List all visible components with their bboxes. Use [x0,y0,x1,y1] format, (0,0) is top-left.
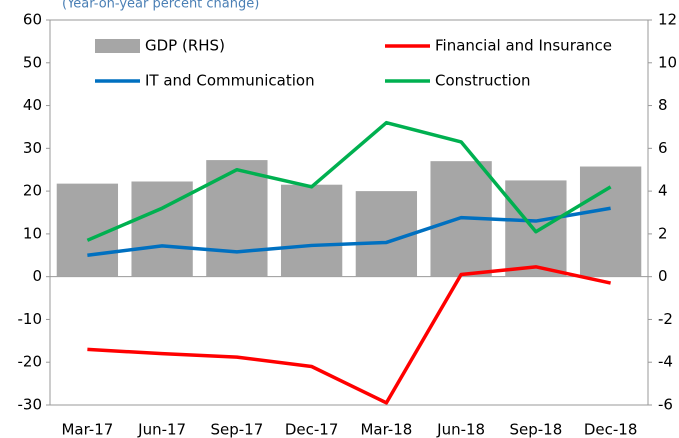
y-tick-label: -20 [18,353,43,371]
bar [579,166,642,277]
chart-subtitle: (Year-on-year percent change) [62,0,259,12]
y-tick-label: 0 [32,267,42,285]
x-tick-label: Sep-17 [210,421,263,438]
line [86,120,612,242]
y-tick-label: 50 [23,53,42,71]
y2-tick-label: 6 [658,139,668,157]
y2-tick-label: -2 [658,310,673,328]
y-tick-label: 10 [23,224,42,242]
legend-label: IT and Communication [145,72,315,90]
legend-label: GDP (RHS) [145,37,225,55]
legend-label: Construction [435,72,531,90]
y-tick-label: 40 [23,96,42,114]
x-tick-label: Dec-17 [285,421,339,438]
y2-tick-label: -4 [658,353,673,371]
line [87,265,611,405]
y-tick-label: 20 [23,182,42,200]
bar [505,180,567,277]
y2-tick-label: 12 [658,11,677,29]
y-tick-label: 30 [23,139,42,157]
x-tick-label: Jun-17 [137,421,186,438]
legend-label: Financial and Insurance [435,37,612,55]
y-tick-label: -10 [18,310,43,328]
x-tick-label: Sep-18 [509,421,562,438]
y2-tick-label: 8 [658,96,668,114]
x-tick-label: Mar-17 [61,421,113,438]
x-tick-label: Mar-18 [360,421,412,438]
legend-swatch [95,39,140,53]
plot-frame [49,19,649,406]
line [87,206,611,258]
y2-tick-label: 2 [658,224,668,242]
y2-tick-label: 4 [658,182,668,200]
bar [280,184,343,277]
x-tick-label: Jun-18 [436,421,485,438]
y2-tick-label: 0 [658,267,668,285]
x-tick-label: Dec-18 [584,421,638,438]
y2-tick-label: -6 [658,396,673,414]
y-tick-label: -30 [18,396,43,414]
y2-tick-label: 10 [658,53,677,71]
bar [206,160,268,277]
y-tick-label: 60 [23,11,42,29]
